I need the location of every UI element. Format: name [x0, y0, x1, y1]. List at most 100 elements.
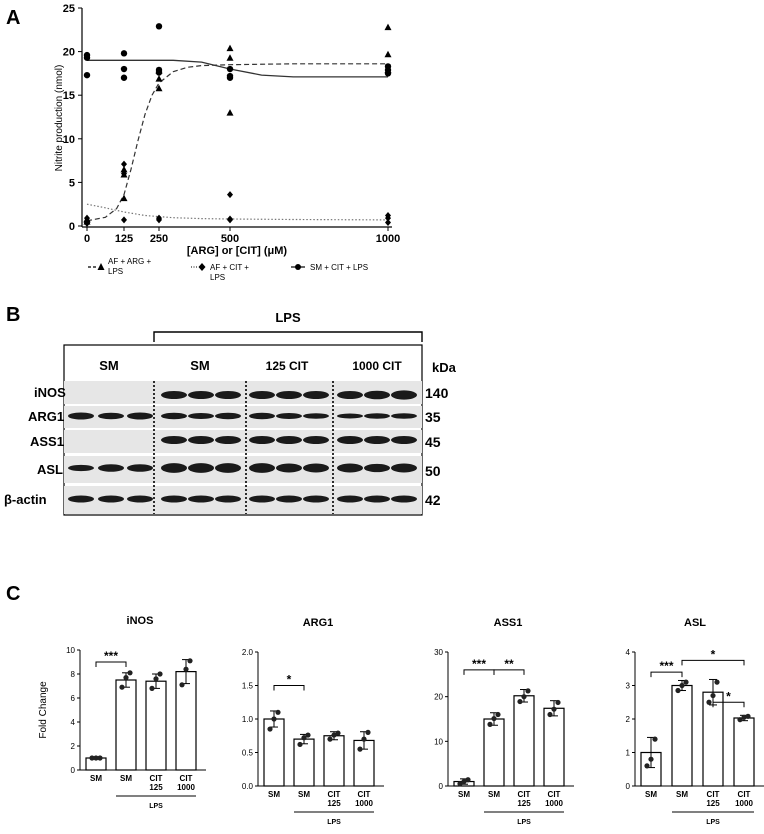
- bar-asl: [733, 717, 755, 787]
- data-point-asl: [714, 679, 720, 685]
- x-tick-label-ass1: 125: [517, 799, 531, 808]
- band-actin: [337, 495, 363, 503]
- chart-title-ass1: ASS1: [494, 617, 523, 629]
- axis-ylabel-inos: Fold Change: [38, 681, 49, 739]
- data-point-arg1: [357, 746, 363, 752]
- point-circle: [83, 71, 91, 79]
- y-tick-label-a: 0: [69, 221, 75, 233]
- point-triangle: [226, 109, 234, 116]
- x-tick-label-arg1: SM: [268, 790, 280, 799]
- y-tick-label-inos: 8: [71, 670, 76, 679]
- band-arg1: [303, 413, 329, 419]
- data-point-ass1: [525, 688, 531, 694]
- band-actin: [391, 495, 417, 503]
- bar-inos: [145, 680, 167, 771]
- band-inos: [215, 391, 241, 399]
- point-triangle: [155, 75, 163, 82]
- y-tick-label-inos: 0: [71, 766, 76, 775]
- band-actin: [215, 495, 241, 503]
- x-tick-label-asl: 1000: [735, 799, 753, 808]
- point-diamond: [385, 219, 391, 227]
- band-inos: [337, 391, 363, 399]
- point-diamond: [156, 214, 162, 222]
- data-point-asl: [675, 687, 681, 694]
- legend-item-cit: AF + CIT + LPS: [191, 263, 249, 282]
- band-asl: [364, 463, 390, 473]
- lps-label-ass1: LPS: [517, 819, 531, 826]
- lps-label-asl: LPS: [706, 819, 720, 826]
- sig-label-ass1: ***: [472, 657, 486, 671]
- lps-label-b: LPS: [275, 310, 301, 325]
- blot-row-label-asl: ASL: [37, 462, 63, 477]
- y-tick-label-asl: 3: [626, 682, 631, 691]
- x-tick-label-ass1: SM: [458, 790, 470, 799]
- band-ass1: [188, 436, 214, 444]
- band-asl: [303, 463, 329, 473]
- blot-strip-ass1: [64, 430, 422, 453]
- band-ass1: [391, 436, 417, 444]
- data-point-ass1: [547, 711, 553, 718]
- y-tick-label-ass1: 10: [434, 737, 443, 746]
- lps-bracket-b: [153, 331, 423, 342]
- data-point-asl: [710, 692, 716, 699]
- band-ass1: [161, 436, 187, 444]
- band-arg1: [215, 412, 241, 420]
- data-point-asl: [648, 756, 654, 762]
- band-ass1: [337, 436, 363, 444]
- data-point-asl: [683, 679, 689, 685]
- x-tick-label-asl: SM: [645, 790, 657, 799]
- kda-label: kDa: [432, 360, 457, 375]
- point-circle: [226, 65, 234, 73]
- band-actin: [303, 495, 329, 503]
- data-point-inos: [93, 755, 99, 761]
- data-point-arg1: [267, 726, 273, 732]
- data-point-ass1: [551, 706, 557, 712]
- x-tick-label-arg1: 125: [327, 799, 341, 808]
- point-circle: [155, 66, 163, 74]
- sig-bracket-asl: [650, 671, 683, 678]
- band-asl: [188, 463, 214, 473]
- y-tick-label-arg1: 0.5: [242, 749, 254, 758]
- x-tick-label-arg1: SM: [298, 790, 310, 799]
- x-tick-label-inos: SM: [90, 774, 102, 783]
- sig-bracket-asl: [712, 701, 745, 708]
- point-circle: [155, 23, 163, 30]
- legend-label-cit-2: LPS: [210, 273, 225, 282]
- point-circle: [384, 63, 392, 70]
- bar-asl: [671, 684, 693, 787]
- x-tick-label-arg1: 1000: [355, 799, 373, 808]
- blot-row-label-arg1: ARG1: [28, 409, 64, 424]
- blot-header-cit-1000: 1000 CIT: [352, 359, 402, 373]
- data-point-inos: [183, 666, 189, 672]
- band-asl: [249, 463, 275, 473]
- lps-label-inos: LPS: [149, 803, 163, 810]
- blot-header-sm-control: SM: [99, 358, 119, 373]
- sig-bracket-arg1: [273, 685, 305, 691]
- legend-item-sm: SM + CIT + LPS: [291, 263, 368, 272]
- x-tick-label-arg1: CIT: [358, 790, 371, 799]
- bar-arg1: [293, 738, 315, 787]
- bar-ass1: [543, 707, 565, 787]
- band-inos: [276, 391, 302, 399]
- x-tick-label-inos: 1000: [177, 783, 195, 792]
- band-asl: [276, 463, 302, 473]
- band-inos: [188, 391, 214, 399]
- data-point-arg1: [271, 716, 277, 722]
- y-tick-label-asl: 1: [626, 749, 631, 758]
- blot-kda-arg1: 35: [425, 409, 441, 425]
- bar-arg1: [263, 718, 285, 787]
- point-circle: [226, 72, 234, 80]
- bar-inos: [175, 670, 197, 771]
- band-asl: [127, 464, 153, 472]
- blot-row-label-inos: iNOS: [34, 385, 66, 400]
- band-inos: [249, 391, 275, 399]
- x-tick-label-inos: CIT: [180, 774, 193, 783]
- band-actin: [161, 495, 187, 503]
- point-triangle: [226, 54, 234, 61]
- data-point-asl: [644, 763, 650, 769]
- y-tick-label-inos: 2: [71, 742, 76, 751]
- band-actin: [98, 495, 124, 503]
- point-diamond: [121, 216, 127, 224]
